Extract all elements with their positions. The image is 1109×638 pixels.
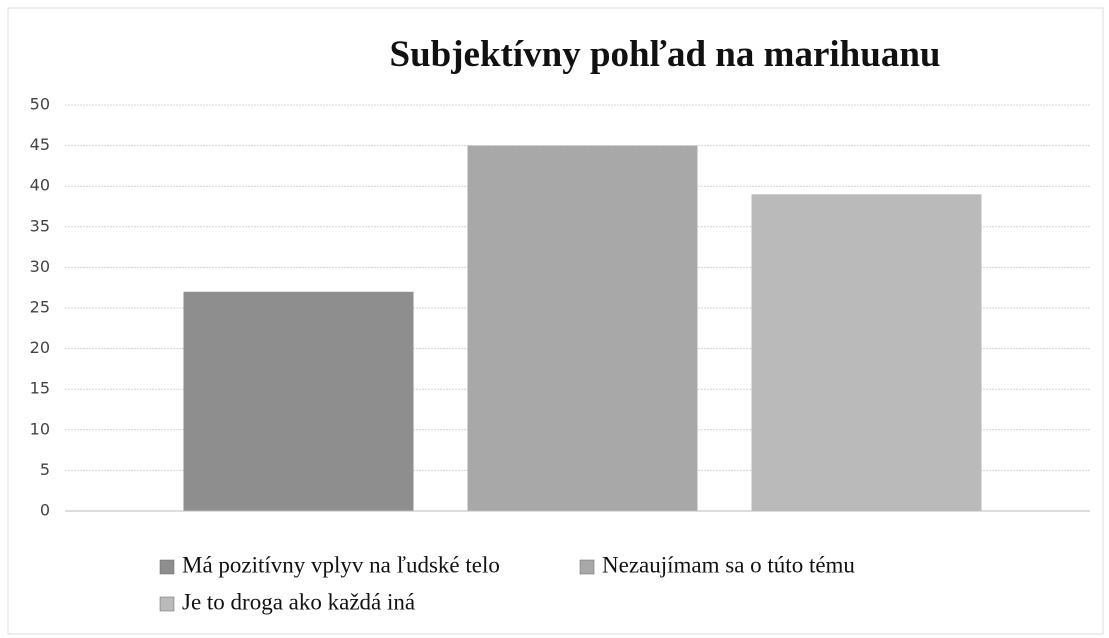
legend-swatch	[579, 559, 595, 575]
chart-title: Subjektívny pohľad na marihuanu	[390, 34, 941, 75]
bar	[751, 194, 982, 511]
y-tick-label: 40	[30, 176, 50, 195]
y-tick-label: 45	[30, 135, 50, 154]
bar	[467, 145, 698, 511]
y-tick-label: 5	[40, 460, 50, 479]
y-tick-label: 0	[40, 501, 50, 520]
legend-label: Má pozitívny vplyv na ľudské telo	[182, 552, 500, 577]
legend-swatch	[159, 596, 175, 612]
bar	[183, 291, 414, 511]
legend-label: Je to droga ako každá iná	[182, 589, 415, 614]
y-tick-label: 50	[30, 95, 50, 114]
y-tick-label: 10	[30, 419, 50, 438]
y-tick-label: 20	[30, 338, 50, 357]
y-tick-label: 15	[30, 379, 50, 398]
legend-label: Nezaujímam sa o túto tému	[602, 552, 855, 577]
legend-swatch	[159, 559, 175, 575]
chart-border	[7, 7, 1104, 635]
y-tick-label: 30	[30, 257, 50, 276]
y-tick-label: 25	[30, 298, 50, 317]
y-tick-label: 35	[30, 216, 50, 235]
